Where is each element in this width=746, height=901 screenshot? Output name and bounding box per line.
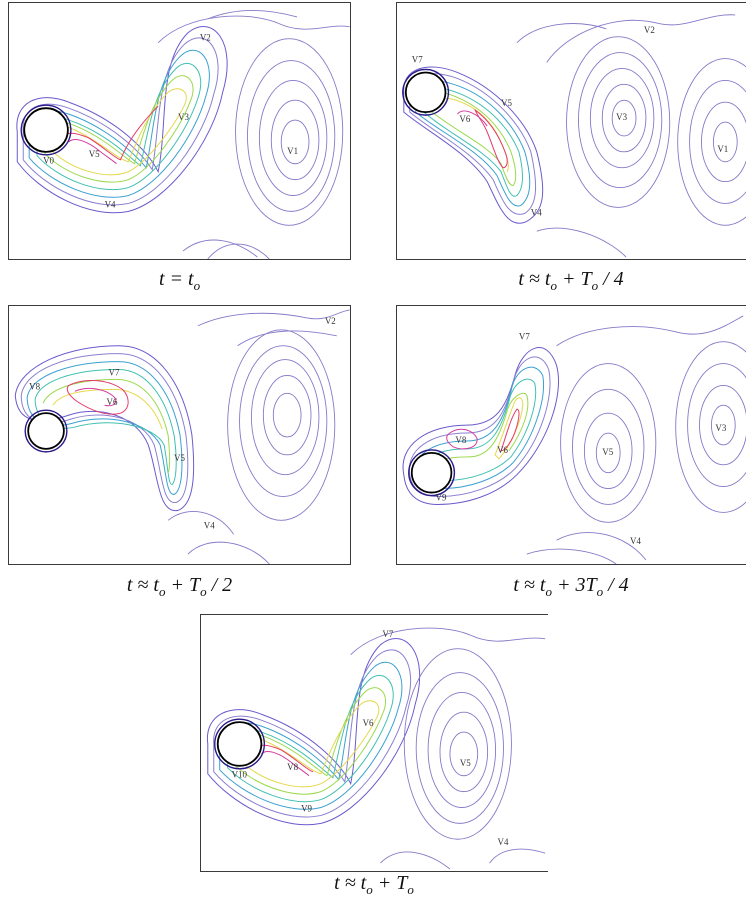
contour-plot-1: V0 V5 V4 V3 V2 V1: [16, 9, 350, 259]
vortex-panel-3: V8 V7 V6 V5 V4 V2: [8, 305, 351, 565]
vortex-label: V5: [602, 447, 613, 457]
panel-caption-1: t = to: [158, 268, 201, 293]
vortex-label: V6: [363, 718, 374, 728]
vortex-label: V6: [107, 397, 118, 407]
vortex-label: V2: [325, 316, 336, 326]
vortex-label: V4: [204, 520, 215, 530]
vortex-label: V7: [412, 55, 423, 65]
vortex-label: V3: [715, 423, 726, 433]
vortex-label: V4: [498, 837, 509, 847]
contour-plot-5: V10 V9 V8 V7 V6 V5 V4: [207, 627, 546, 870]
vortex-label: V4: [630, 536, 641, 546]
vortex-label: V8: [29, 381, 40, 391]
vortex-label: V6: [459, 114, 470, 124]
panel-caption-3: t ≈ to + To / 2: [126, 574, 233, 599]
vortex-label: V5: [174, 453, 185, 463]
panel-caption-2: t ≈ to + To / 4: [518, 268, 624, 293]
vortex-panel-1: V0 V5 V4 V3 V2 V1: [8, 2, 351, 260]
vortex-label: V1: [287, 146, 298, 156]
vortex-label: V5: [89, 149, 100, 159]
vortex-label: V4: [531, 207, 542, 217]
panel-caption-5: t ≈ to + To: [334, 872, 414, 897]
contour-plot-2: V7 V6 V5 V4 V3 V2 V1: [402, 14, 746, 258]
vortex-label: V8: [455, 435, 466, 445]
vortex-label: V2: [644, 25, 655, 35]
vortex-panel-4: V9 V8 V7 V6 V5 V4 V3: [396, 305, 746, 565]
vortex-panel-5: V10 V9 V8 V7 V6 V5 V4: [200, 614, 548, 872]
vortex-label: V10: [232, 770, 248, 780]
vortex-label: V0: [43, 156, 54, 166]
vortex-label: V3: [616, 112, 627, 122]
vortex-label: V3: [178, 112, 189, 122]
vortex-label: V5: [501, 98, 512, 108]
vortex-label: V9: [436, 492, 447, 502]
vortex-panel-2: V7 V6 V5 V4 V3 V2 V1: [396, 2, 746, 260]
vortex-label: V7: [382, 629, 393, 639]
vortex-label: V2: [200, 33, 211, 43]
contour-plot-3: V8 V7 V6 V5 V4 V2: [14, 309, 350, 564]
vortex-label: V7: [109, 367, 120, 377]
vortex-label: V7: [519, 332, 530, 342]
vortex-label: V1: [717, 144, 728, 154]
vortex-label: V9: [301, 803, 312, 813]
panel-caption-4: t ≈ to + 3To / 4: [513, 574, 629, 599]
vortex-label: V5: [460, 758, 471, 768]
vortex-label: V4: [105, 199, 116, 209]
vortex-label: V8: [287, 762, 298, 772]
vortex-label: V6: [497, 445, 508, 455]
contour-plot-4: V9 V8 V7 V6 V5 V4 V3: [402, 315, 746, 564]
